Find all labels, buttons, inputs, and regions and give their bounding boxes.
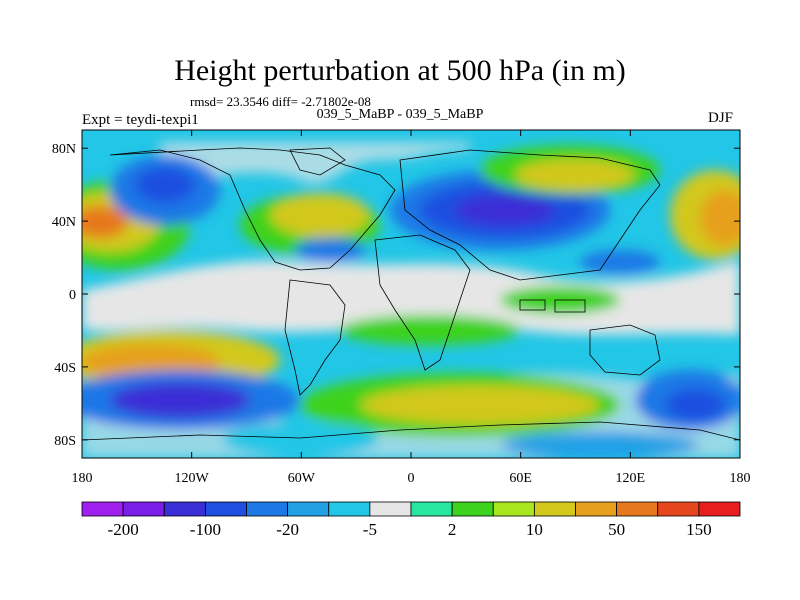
map-title: Height perturbation at 500 hPa (in m) [174,54,626,87]
colorbar-labels: -200 -100 -20 -5 2 10 50 150 [108,520,712,539]
lon-tick-label: 0 [408,471,415,486]
longitude-axis: 180 120W 60W 0 60E 120E 180 [72,130,751,486]
lat-tick-label: 80S [54,434,76,449]
colorbar-label: -5 [363,520,377,539]
colorbar-swatch [575,501,618,517]
colorbar-label: -100 [190,520,221,539]
experiment-subtitle: 039_5_MaBP - 039_5_MaBP [316,107,484,122]
coastlines [82,147,740,441]
latitude-axis: 80N 40N 0 40S 80S [52,142,740,449]
colorbar-label: -200 [108,520,139,539]
lon-tick-label: 180 [730,471,751,486]
lon-tick-label: 180 [72,471,93,486]
experiment-label: Expt = teydi-texpi1 [82,112,199,128]
colorbar-swatch [328,501,371,517]
colorbar-swatch [369,501,412,517]
lat-tick-label: 0 [69,288,76,303]
rmsd-diff-stats: rmsd= 23.3546 diff= -2.71802e-08 [190,94,371,109]
lon-tick-label: 120E [616,471,646,486]
colorbar-swatch [163,501,206,517]
colorbar-swatch [616,501,659,517]
colorbar-label: 2 [448,520,457,539]
colorbar-label: 10 [526,520,543,539]
colorbar-swatch [246,501,289,517]
lat-tick-label: 80N [52,142,76,157]
colorbar-swatch [410,501,453,517]
lat-tick-label: 40S [54,361,76,376]
colorbar-swatch [451,501,494,517]
colorbar-swatch [492,501,535,517]
colorbar-swatch [698,501,741,517]
lat-tick-label: 40N [52,215,76,230]
colorbar-label: -20 [276,520,299,539]
colorbar-swatch [287,501,330,517]
lon-tick-label: 60E [509,471,532,486]
colorbar-swatch [81,501,124,517]
lon-tick-label: 60W [288,471,316,486]
height-perturbation-field [82,130,740,458]
colorbar-swatch [657,501,700,517]
colorbar-swatch [533,501,576,517]
season-label: DJF [708,110,734,126]
colorbar-label: 150 [686,520,712,539]
lon-tick-label: 120W [175,471,210,486]
colorbar-label: 50 [608,520,625,539]
colorbar-swatch [122,501,165,517]
colorbar-swatch [204,501,247,517]
colorbar [81,501,741,517]
